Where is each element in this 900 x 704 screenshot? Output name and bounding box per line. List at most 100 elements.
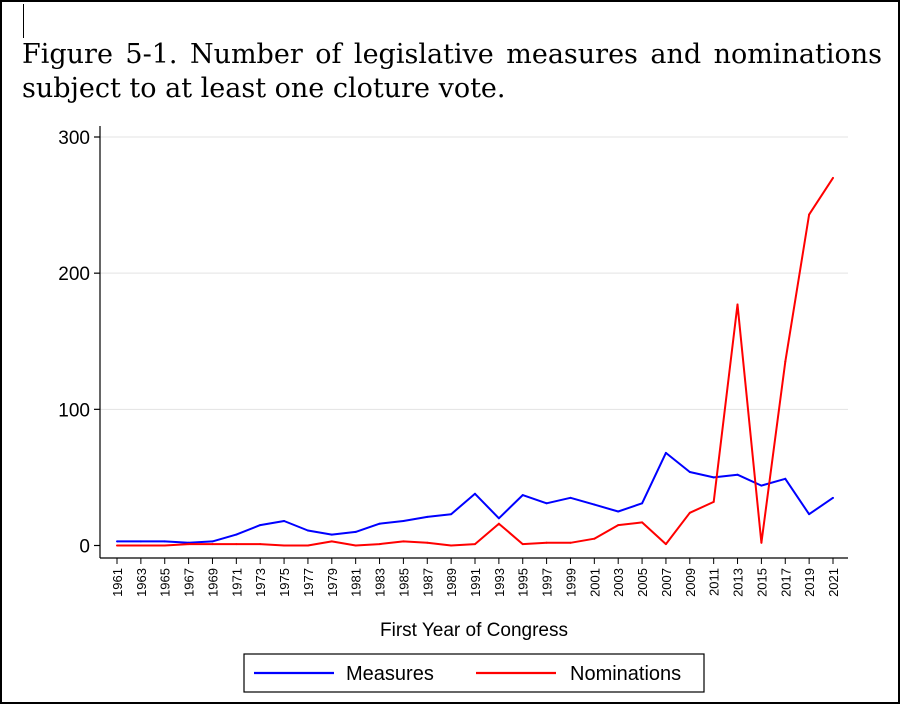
x-tick-label: 1969 bbox=[205, 568, 220, 597]
data-point-nominations bbox=[450, 544, 453, 547]
x-tick-label: 1975 bbox=[277, 568, 292, 597]
data-point-measures bbox=[116, 540, 118, 543]
data-point-nominations bbox=[617, 524, 620, 527]
data-point-measures bbox=[688, 470, 691, 473]
x-tick-label: 2019 bbox=[802, 568, 817, 597]
data-point-measures bbox=[569, 496, 572, 499]
y-tick-label: 300 bbox=[58, 128, 90, 149]
data-point-measures bbox=[402, 519, 405, 522]
x-tick-label: 1985 bbox=[396, 568, 411, 597]
data-point-nominations bbox=[259, 543, 262, 546]
data-point-nominations bbox=[474, 543, 476, 546]
data-point-measures bbox=[641, 502, 644, 505]
x-tick-label: 2005 bbox=[635, 568, 650, 597]
data-point-nominations bbox=[712, 500, 715, 503]
data-point-nominations bbox=[306, 544, 309, 547]
data-point-measures bbox=[736, 473, 739, 476]
x-tick-label: 1991 bbox=[468, 568, 483, 597]
data-point-nominations bbox=[283, 544, 286, 547]
data-point-nominations bbox=[641, 521, 644, 524]
data-point-nominations bbox=[139, 544, 142, 547]
data-point-nominations bbox=[664, 543, 667, 546]
data-point-measures bbox=[784, 477, 787, 480]
y-tick-label: 0 bbox=[79, 537, 90, 558]
x-tick-label: 1997 bbox=[540, 568, 555, 597]
x-tick-label: 1973 bbox=[253, 568, 268, 597]
data-point-measures bbox=[139, 540, 142, 543]
data-point-nominations bbox=[736, 303, 739, 306]
x-tick-label: 2011 bbox=[707, 568, 722, 596]
data-point-measures bbox=[474, 492, 476, 495]
x-tick-label: 2001 bbox=[587, 568, 602, 597]
x-tick-label: 2007 bbox=[659, 568, 674, 597]
x-axis-label: First Year of Congress bbox=[380, 620, 568, 641]
x-tick-label: 1961 bbox=[110, 568, 125, 597]
data-point-measures bbox=[283, 519, 286, 522]
y-tick-label: 100 bbox=[58, 400, 90, 421]
data-point-nominations bbox=[116, 544, 118, 547]
legend-label-nominations: Nominations bbox=[570, 663, 681, 685]
figure-title: Figure 5-1. Number of legislative measur… bbox=[22, 39, 882, 104]
x-tick-label: 2017 bbox=[778, 568, 793, 597]
x-tick-label: 1965 bbox=[158, 568, 173, 597]
data-point-measures bbox=[354, 530, 357, 533]
data-point-measures bbox=[808, 513, 811, 516]
data-point-nominations bbox=[569, 541, 572, 544]
data-point-measures bbox=[545, 502, 548, 505]
data-point-nominations bbox=[688, 511, 691, 514]
series-line-measures bbox=[117, 451, 834, 544]
x-tick-label: 1993 bbox=[492, 568, 507, 597]
data-point-measures bbox=[712, 476, 715, 479]
x-tick-label: 1987 bbox=[420, 568, 435, 597]
data-point-measures bbox=[211, 540, 214, 543]
data-point-nominations bbox=[163, 544, 166, 547]
x-tick-label: 1963 bbox=[134, 568, 149, 597]
x-tick-label: 2013 bbox=[731, 568, 746, 597]
text-cursor bbox=[23, 4, 24, 38]
x-tick-label: 1977 bbox=[301, 568, 316, 597]
data-point-measures bbox=[306, 529, 309, 532]
data-point-nominations bbox=[832, 176, 834, 179]
data-point-nominations bbox=[354, 544, 357, 547]
data-point-measures bbox=[450, 513, 453, 516]
y-tick-label: 200 bbox=[58, 264, 90, 285]
y-axis: 0 100 200 300 bbox=[58, 126, 101, 558]
data-point-nominations bbox=[521, 543, 524, 546]
data-point-nominations bbox=[235, 543, 238, 546]
series-line-nominations bbox=[117, 177, 834, 547]
series-lines bbox=[116, 176, 834, 547]
x-tick-label: 2015 bbox=[754, 568, 769, 597]
data-point-measures bbox=[617, 510, 620, 513]
x-tick-label: 1981 bbox=[349, 568, 364, 597]
data-point-measures bbox=[832, 496, 834, 499]
data-point-nominations bbox=[426, 541, 429, 544]
data-point-measures bbox=[330, 533, 333, 536]
x-tick-label: 2003 bbox=[611, 568, 626, 597]
x-tick-label: 1995 bbox=[516, 568, 531, 597]
x-tick-label: 2021 bbox=[826, 568, 841, 597]
data-point-nominations bbox=[760, 541, 763, 544]
x-tick-label: 1983 bbox=[373, 568, 388, 597]
data-point-nominations bbox=[402, 540, 405, 543]
x-tick-label: 1971 bbox=[229, 568, 244, 597]
x-tick-label: 1989 bbox=[444, 568, 459, 597]
legend-label-measures: Measures bbox=[346, 663, 434, 685]
x-tick-label: 1967 bbox=[182, 568, 197, 597]
data-point-measures bbox=[593, 503, 596, 506]
data-point-measures bbox=[235, 533, 238, 536]
x-tick-label: 1979 bbox=[325, 568, 340, 597]
data-point-measures bbox=[664, 451, 667, 454]
data-point-nominations bbox=[378, 543, 381, 546]
legend: Measures Nominations bbox=[243, 653, 705, 693]
x-axis: 1961 1963 1965 1967 1969 1971 1973 1975 1977 1979… bbox=[100, 557, 848, 597]
data-point-nominations bbox=[784, 360, 787, 363]
data-point-nominations bbox=[187, 543, 190, 546]
data-point-measures bbox=[378, 522, 381, 525]
x-tick-label: 1999 bbox=[563, 568, 578, 597]
data-point-measures bbox=[426, 515, 429, 518]
data-point-nominations bbox=[497, 522, 500, 525]
data-point-nominations bbox=[593, 537, 596, 540]
data-point-nominations bbox=[211, 543, 214, 546]
